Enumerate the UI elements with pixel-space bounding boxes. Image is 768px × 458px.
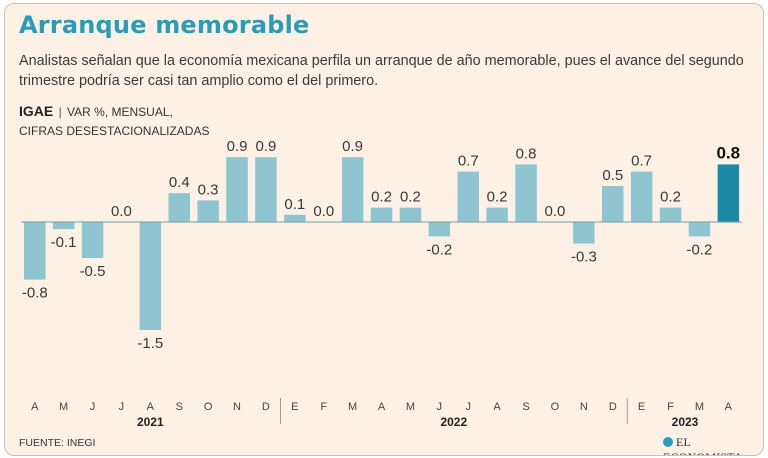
brand-logo: EL ECONOMISTA bbox=[663, 435, 763, 455]
value-label-3: 0.0 bbox=[111, 203, 132, 220]
month-label-11: M bbox=[348, 401, 357, 413]
chart-card: Arranque memorable Analistas señalan que… bbox=[4, 3, 764, 456]
bar-23 bbox=[688, 222, 711, 237]
bar-6 bbox=[197, 200, 219, 222]
bar-17 bbox=[515, 164, 537, 222]
bar-21 bbox=[630, 171, 653, 222]
month-label-3: J bbox=[119, 401, 125, 413]
month-label-19: N bbox=[580, 401, 588, 413]
month-label-22: F bbox=[667, 401, 674, 413]
series-separator: | bbox=[55, 105, 66, 119]
brand-globe-icon bbox=[663, 437, 673, 447]
value-label-20: 0.5 bbox=[602, 167, 623, 184]
bar-11 bbox=[341, 157, 364, 222]
bar-4 bbox=[139, 222, 162, 330]
value-label-18: 0.0 bbox=[544, 203, 565, 220]
month-label-5: S bbox=[176, 401, 183, 413]
month-label-14: J bbox=[437, 401, 443, 413]
month-label-6: O bbox=[204, 401, 213, 413]
value-label-10: 0.0 bbox=[313, 203, 334, 220]
bar-24 bbox=[717, 164, 740, 222]
series-units-line2: CIFRAS DESESTACIONALIZADAS bbox=[19, 124, 210, 138]
chart-title: Arranque memorable bbox=[19, 11, 310, 39]
bar-22 bbox=[659, 207, 682, 222]
value-label-22: 0.2 bbox=[660, 189, 681, 206]
month-label-7: N bbox=[233, 401, 241, 413]
value-label-13: 0.2 bbox=[400, 189, 421, 206]
month-label-20: D bbox=[609, 401, 617, 413]
bar-12 bbox=[370, 207, 393, 222]
month-label-13: M bbox=[406, 401, 415, 413]
month-label-17: S bbox=[522, 401, 529, 413]
chart-subtitle: Analistas señalan que la economía mexica… bbox=[19, 53, 744, 89]
value-label-21: 0.7 bbox=[631, 153, 652, 170]
value-label-4: -1.5 bbox=[137, 335, 163, 352]
month-label-8: D bbox=[262, 401, 270, 413]
month-label-1: M bbox=[59, 401, 68, 413]
bar-16 bbox=[486, 207, 508, 222]
value-label-24: 0.8 bbox=[716, 143, 740, 162]
bar-19 bbox=[573, 222, 595, 244]
value-label-12: 0.2 bbox=[371, 189, 392, 206]
value-label-6: 0.3 bbox=[198, 181, 219, 198]
bar-15 bbox=[457, 171, 479, 222]
series-units-line1: VAR %, MENSUAL, bbox=[67, 105, 173, 119]
bar-13 bbox=[399, 207, 422, 222]
month-label-12: A bbox=[378, 401, 386, 413]
bar-8 bbox=[255, 157, 277, 222]
value-label-11: 0.9 bbox=[342, 138, 363, 155]
month-label-24: A bbox=[725, 401, 733, 413]
value-label-7: 0.9 bbox=[227, 138, 248, 155]
bar-0 bbox=[24, 222, 46, 280]
value-label-19: -0.3 bbox=[571, 249, 597, 266]
value-label-15: 0.7 bbox=[458, 153, 479, 170]
value-label-0: -0.8 bbox=[22, 285, 48, 302]
value-label-23: -0.2 bbox=[686, 241, 712, 258]
bar-14 bbox=[428, 222, 451, 237]
month-label-10: F bbox=[320, 401, 327, 413]
bar-1 bbox=[52, 222, 75, 230]
value-label-9: 0.1 bbox=[284, 196, 305, 213]
month-label-21: E bbox=[638, 401, 645, 413]
series-name: IGAE bbox=[19, 103, 54, 119]
month-label-4: A bbox=[147, 401, 155, 413]
series-label: IGAE | VAR %, MENSUAL, CIFRAS DESESTACIO… bbox=[19, 102, 219, 141]
brand-name: EL ECONOMISTA bbox=[663, 435, 743, 455]
value-label-2: -0.5 bbox=[80, 263, 106, 280]
bar-2 bbox=[81, 222, 104, 258]
value-label-8: 0.9 bbox=[255, 138, 276, 155]
month-label-16: A bbox=[493, 401, 501, 413]
value-label-16: 0.2 bbox=[487, 189, 508, 206]
bar-20 bbox=[602, 186, 624, 222]
value-label-17: 0.8 bbox=[516, 145, 537, 162]
year-label-2023: 2023 bbox=[672, 415, 699, 429]
value-label-5: 0.4 bbox=[169, 174, 190, 191]
bar-5 bbox=[168, 193, 190, 222]
month-label-15: J bbox=[466, 401, 472, 413]
year-label-2022: 2022 bbox=[440, 415, 467, 429]
month-label-0: A bbox=[31, 401, 39, 413]
month-label-2: J bbox=[90, 401, 96, 413]
month-label-18: O bbox=[551, 401, 560, 413]
value-label-1: -0.1 bbox=[51, 234, 77, 251]
bar-9 bbox=[284, 214, 306, 222]
source-note: FUENTE: INEGI bbox=[19, 437, 96, 449]
month-label-9: E bbox=[291, 401, 298, 413]
bar-7 bbox=[226, 157, 248, 222]
year-label-2021: 2021 bbox=[137, 415, 164, 429]
month-label-23: M bbox=[695, 401, 704, 413]
value-label-14: -0.2 bbox=[426, 241, 452, 258]
